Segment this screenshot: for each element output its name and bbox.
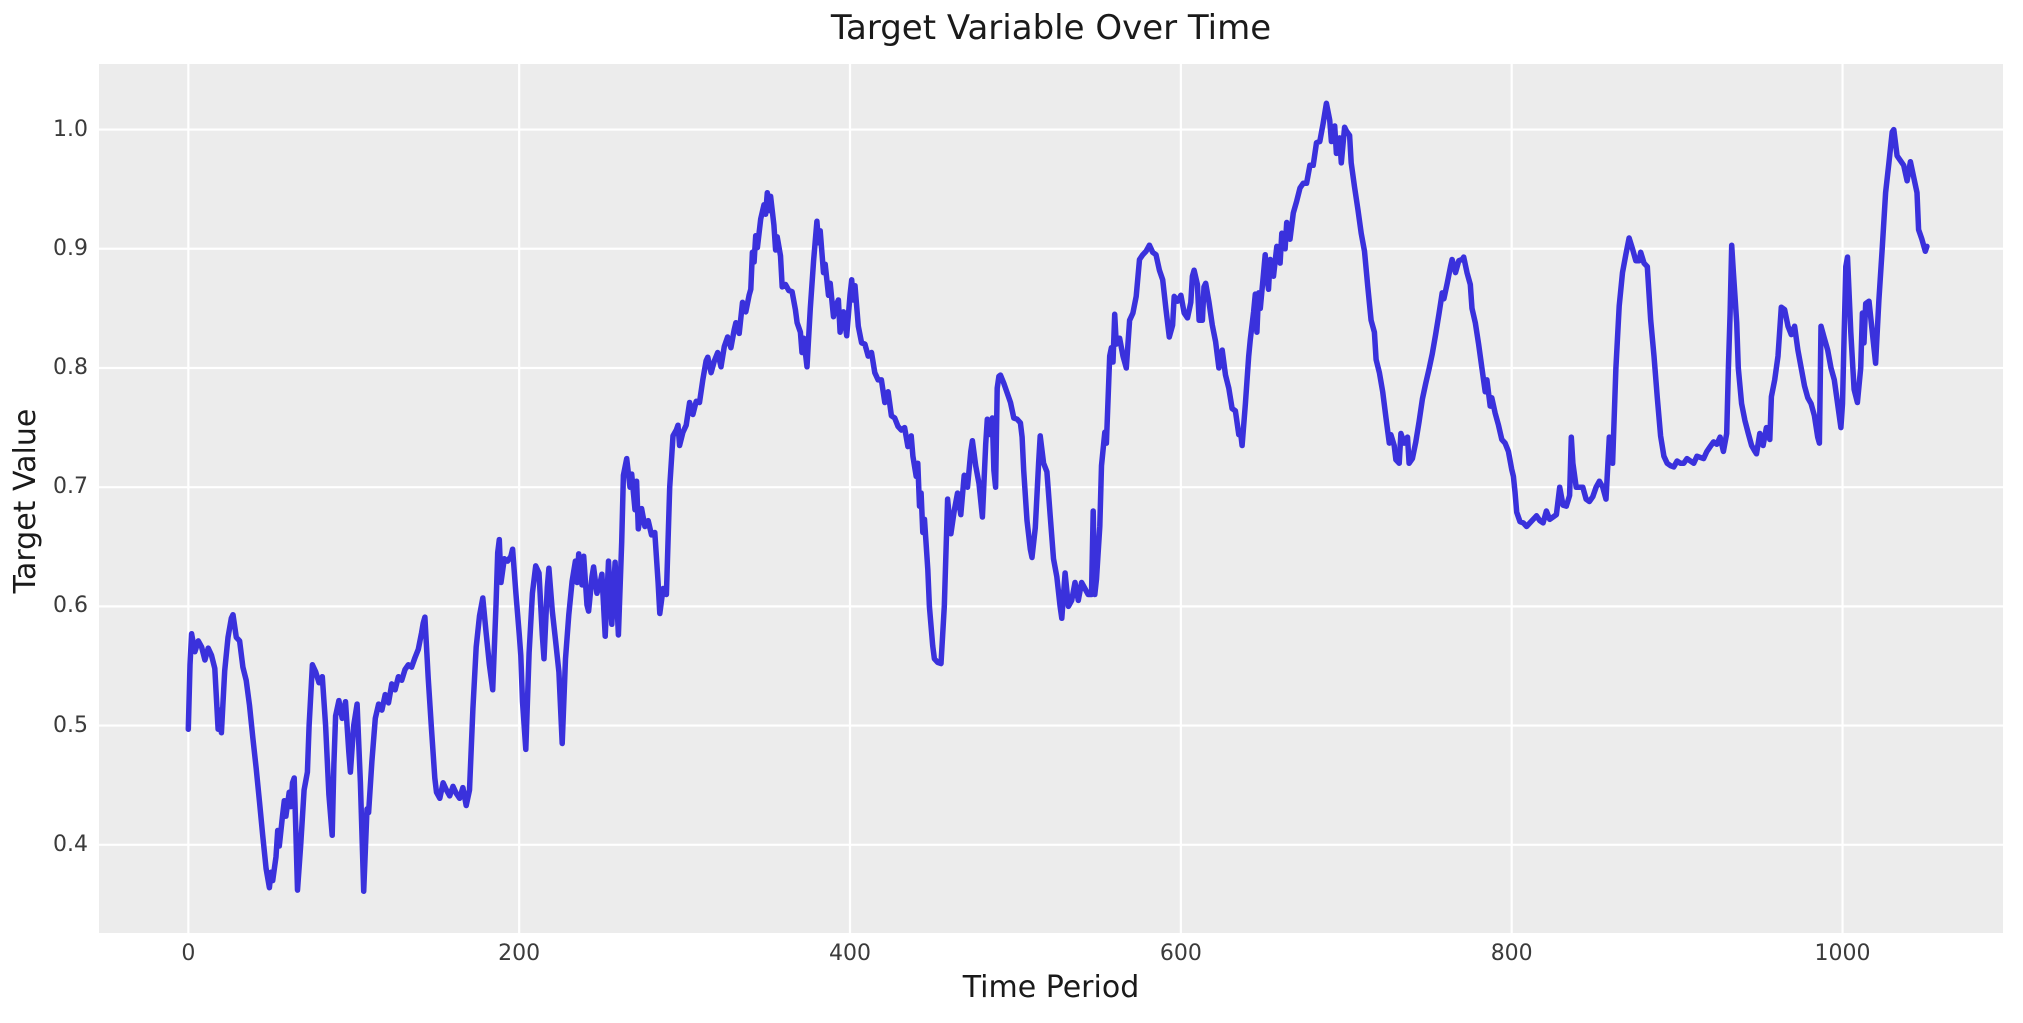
y-tick-label: 0.5 bbox=[53, 712, 88, 738]
x-tick-label: 600 bbox=[1159, 941, 1202, 966]
x-tick-label: 200 bbox=[498, 941, 541, 966]
y-tick-label: 0.9 bbox=[53, 235, 88, 261]
y-tick-label: 0.8 bbox=[53, 354, 88, 380]
y-axis-label: Target Value bbox=[8, 408, 43, 594]
chart-title: Target Variable Over Time bbox=[830, 8, 1272, 48]
data-line-target bbox=[185, 100, 1930, 895]
plot-area bbox=[99, 64, 2003, 933]
y-tick-label: 0.6 bbox=[53, 593, 88, 619]
x-tick-label: 0 bbox=[181, 941, 196, 966]
plot-svg bbox=[99, 64, 2003, 933]
y-tick-label: 0.4 bbox=[53, 831, 88, 857]
x-tick-label: 400 bbox=[829, 941, 871, 966]
x-tick-label: 800 bbox=[1490, 941, 1533, 966]
y-tick-label: 0.7 bbox=[53, 474, 88, 500]
y-tick-label: 1.0 bbox=[53, 116, 88, 142]
x-tick-label: 1000 bbox=[1814, 941, 1871, 966]
x-axis-label: Time Period bbox=[962, 970, 1140, 1005]
